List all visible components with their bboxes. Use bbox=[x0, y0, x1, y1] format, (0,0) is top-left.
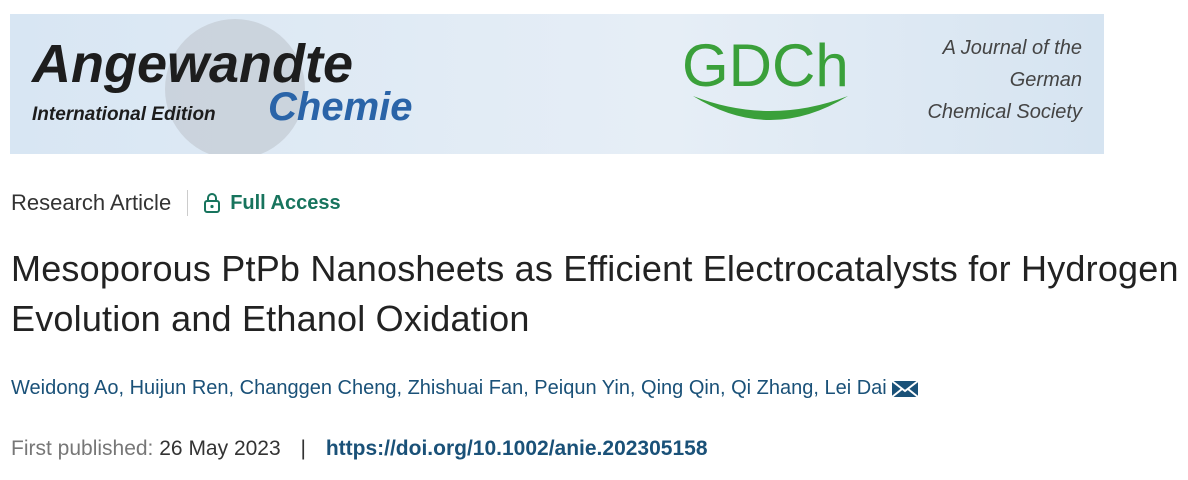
lock-icon bbox=[204, 193, 221, 213]
publication-info: First published: 26 May 2023 | https://d… bbox=[11, 437, 708, 461]
article-meta: Research Article Full Access bbox=[11, 190, 341, 216]
article-type: Research Article bbox=[11, 190, 172, 215]
separator: | bbox=[300, 437, 306, 460]
author-list: Weidong Ao, Huijun Ren, Changgen Cheng, … bbox=[11, 377, 919, 400]
society-logo: GDCh bbox=[682, 32, 849, 99]
access-badge: Full Access bbox=[204, 191, 341, 215]
society-logo-arc bbox=[693, 96, 848, 120]
journal-name: Angewandte bbox=[30, 34, 353, 94]
access-label: Full Access bbox=[230, 191, 341, 214]
society-line: Chemical Society bbox=[927, 101, 1083, 123]
authors[interactable]: Weidong Ao, Huijun Ren, Changgen Cheng, … bbox=[11, 377, 887, 399]
journal-subtitle: Chemie bbox=[268, 85, 413, 129]
divider bbox=[187, 190, 189, 216]
published-label: First published: bbox=[11, 437, 154, 460]
journal-banner: Angewandte International Edition Chemie … bbox=[10, 14, 1104, 154]
society-line: German bbox=[1010, 69, 1082, 91]
article-title: Mesoporous PtPb Nanosheets as Efficient … bbox=[11, 248, 1179, 339]
journal-edition: International Edition bbox=[32, 104, 216, 125]
society-line: A Journal of the bbox=[942, 37, 1082, 59]
banner-circle bbox=[165, 19, 305, 154]
email-icon[interactable] bbox=[891, 379, 919, 399]
published-date: 26 May 2023 bbox=[159, 437, 281, 460]
doi-link[interactable]: https://doi.org/10.1002/anie.202305158 bbox=[325, 437, 708, 460]
